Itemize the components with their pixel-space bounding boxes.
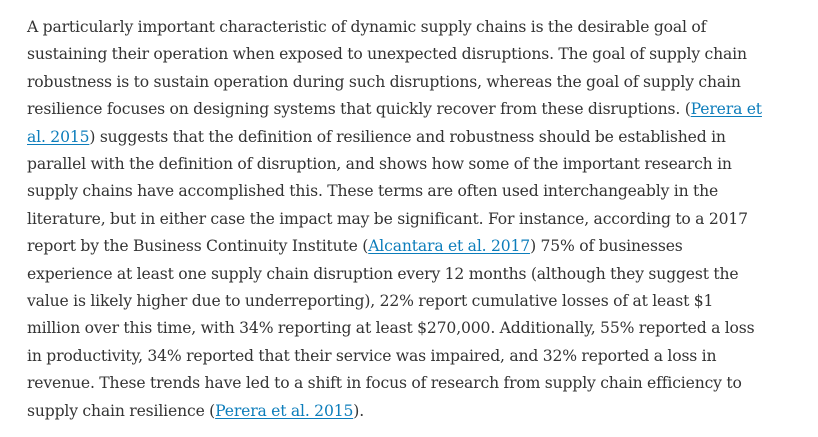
text-run: report by the Business Continuity Instit…	[27, 237, 369, 256]
text-run: experience at least one supply chain dis…	[27, 264, 739, 283]
paragraph-line: sustaining their operation when exposed …	[27, 41, 797, 68]
paragraph-line: supply chains have accomplished this. Th…	[27, 178, 797, 205]
text-run: A particularly important characteristic …	[27, 18, 707, 36]
paragraph-line: experience at least one supply chain dis…	[27, 261, 797, 288]
paragraph-line: report by the Business Continuity Instit…	[27, 233, 797, 260]
text-run: sustaining their operation when exposed …	[27, 45, 747, 64]
paragraph-line: resilience focuses on designing systems …	[27, 96, 797, 123]
paragraph-line: value is likely higher due to underrepor…	[27, 288, 797, 315]
citation-link-perera-2015[interactable]: Perera et	[690, 100, 762, 119]
paragraph-line: al. 2015) suggests that the definition o…	[27, 124, 797, 151]
text-run: in productivity, 34% reported that their…	[27, 346, 717, 365]
text-run: million over this time, with 34% reporti…	[27, 319, 755, 338]
paragraph-line: literature, but in either case the impac…	[27, 206, 797, 233]
text-run: value is likely higher due to underrepor…	[27, 292, 714, 311]
paragraph-line: supply chain resilience (Perera et al. 2…	[27, 398, 797, 425]
text-run: revenue. These trends have led to a shif…	[27, 374, 742, 393]
citation-link-alcantara-2017[interactable]: Alcantara et al. 2017	[368, 237, 531, 256]
text-run: robustness is to sustain operation durin…	[27, 72, 741, 91]
paragraph-line: million over this time, with 34% reporti…	[27, 315, 797, 342]
paragraph-line: A particularly important characteristic …	[27, 14, 797, 41]
article-paragraph: A particularly important characteristic …	[27, 14, 797, 425]
citation-link-perera-2015[interactable]: al. 2015	[27, 127, 90, 146]
text-run: resilience focuses on designing systems …	[27, 100, 691, 119]
text-run: supply chain resilience (	[27, 401, 216, 420]
text-run: supply chains have accomplished this. Th…	[27, 182, 719, 201]
citation-link-perera-2015[interactable]: Perera et al. 2015	[215, 401, 354, 420]
paragraph-line: in productivity, 34% reported that their…	[27, 343, 797, 370]
text-run: ).	[353, 401, 365, 420]
paragraph-line: robustness is to sustain operation durin…	[27, 69, 797, 96]
paragraph-line: parallel with the definition of disrupti…	[27, 151, 797, 178]
paragraph-line: revenue. These trends have led to a shif…	[27, 370, 797, 397]
text-run: ) suggests that the definition of resili…	[89, 127, 726, 146]
text-run: literature, but in either case the impac…	[27, 209, 748, 228]
text-run: ) 75% of businesses	[530, 237, 683, 256]
text-run: parallel with the definition of disrupti…	[27, 155, 732, 174]
